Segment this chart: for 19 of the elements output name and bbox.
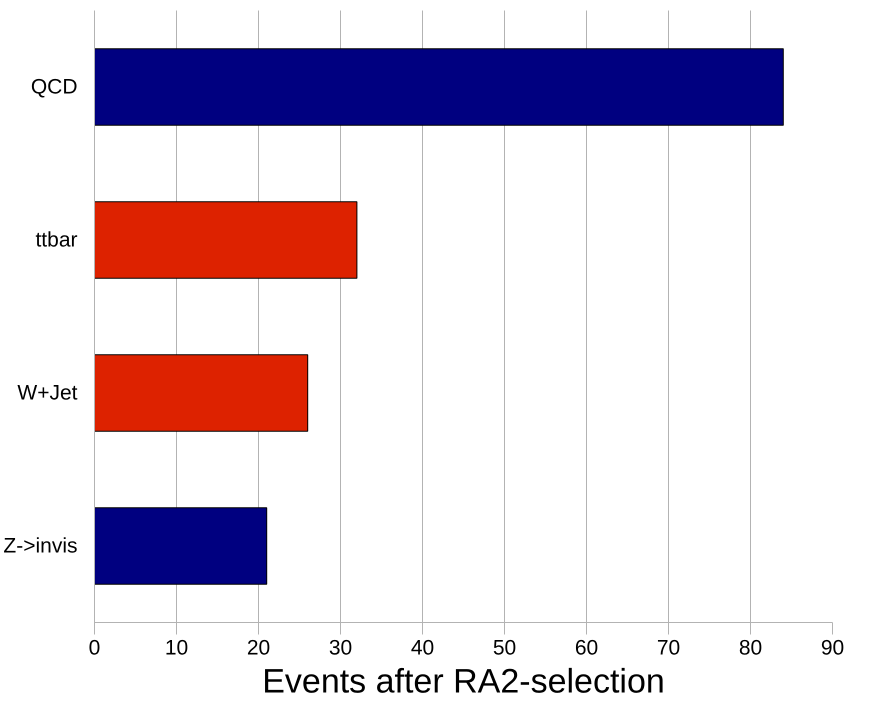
bar [94,354,308,432]
x-tick-label: 70 [656,636,680,660]
y-tick-label: Z->invis [3,534,78,558]
x-tick-label: 20 [246,636,270,660]
x-axis-title: Events after RA2-selection [262,662,665,700]
y-tick-label: QCD [30,76,78,98]
bar [94,48,784,126]
x-tick-label: 30 [328,636,352,660]
bar [94,507,268,585]
x-tick-label: 10 [164,636,188,660]
bar [94,201,358,279]
x-tick-label: 40 [410,636,434,660]
x-tick-label: 80 [738,636,762,660]
y-tick-label: W+Jet [17,382,78,404]
x-tick-label: 0 [88,636,100,660]
x-tick-label: 60 [574,636,598,660]
x-tick-label: 50 [492,636,516,660]
x-tick-label: 90 [820,636,844,660]
y-tick-label: ttbar [35,228,78,252]
